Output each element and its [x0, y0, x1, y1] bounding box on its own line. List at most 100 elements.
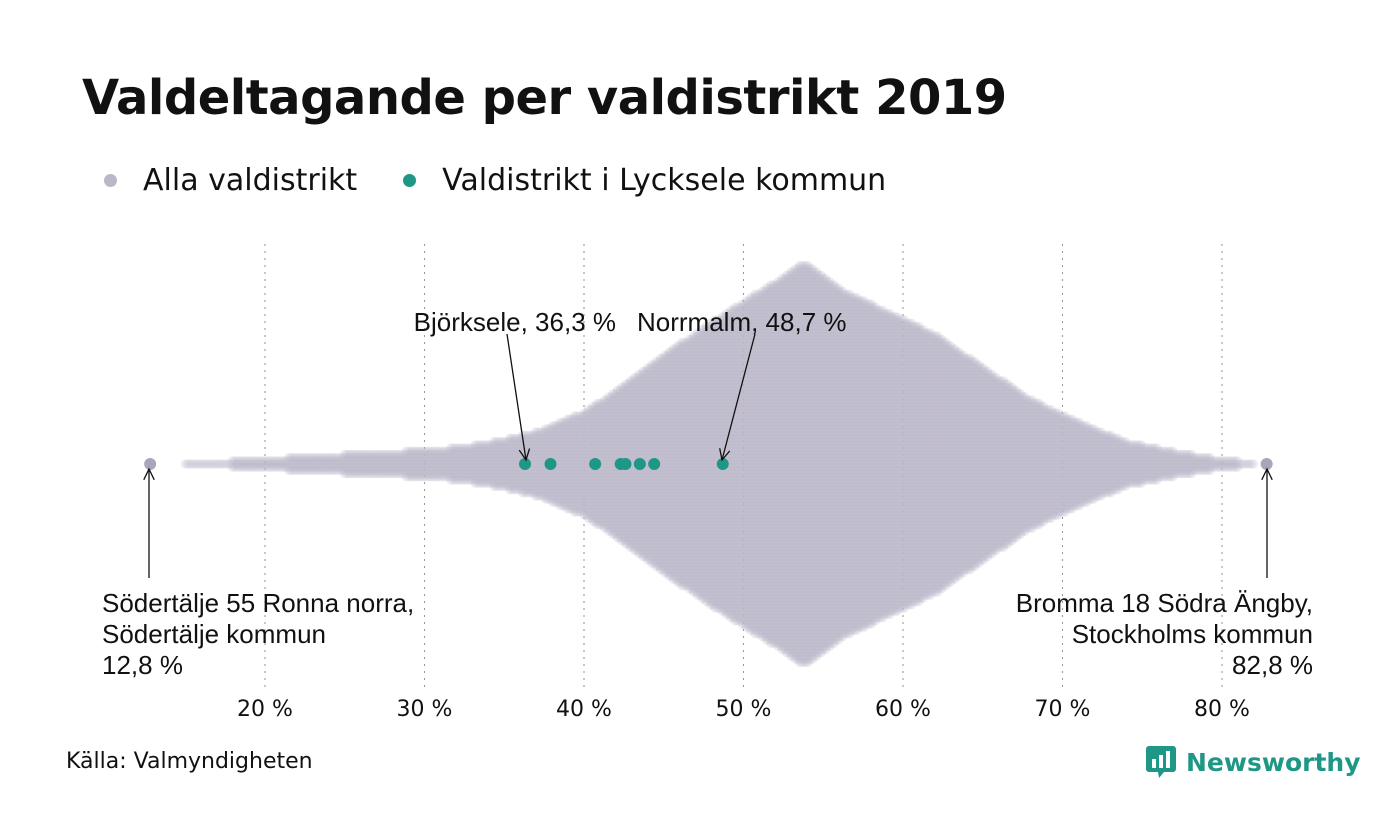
- district-dot: [278, 459, 288, 469]
- district-dot: [301, 453, 311, 463]
- district-dot: [239, 462, 249, 472]
- district-dot: [294, 456, 304, 466]
- district-dot: [235, 459, 245, 469]
- legend-label-lycksele: Valdistrikt i Lycksele kommun: [442, 162, 887, 198]
- district-dot: [230, 462, 241, 472]
- district-dot: [279, 456, 289, 466]
- district-dot: [255, 459, 265, 469]
- district-dot: [286, 459, 297, 469]
- district-dot: [233, 462, 243, 472]
- district-dot: [249, 459, 259, 469]
- district-dot: [197, 459, 208, 469]
- district-dot: [258, 459, 268, 469]
- district-dot: [301, 459, 311, 469]
- district-dot: [248, 462, 258, 472]
- district-dot: [180, 459, 190, 469]
- district-dot: [295, 453, 305, 463]
- district-dot: [263, 459, 274, 469]
- district-dot: [242, 456, 252, 466]
- district-dot: [284, 453, 294, 463]
- district-dot: [195, 459, 205, 469]
- district-dot: [229, 459, 239, 469]
- district-dot: [228, 456, 238, 466]
- district-dot: [295, 465, 305, 475]
- district-dot: [291, 456, 301, 466]
- district-dot: [282, 456, 292, 466]
- legend-dot-all: [104, 173, 117, 187]
- district-dot: [298, 453, 308, 463]
- district-dot: [243, 459, 253, 469]
- district-dot: [268, 456, 278, 466]
- district-dot: [212, 459, 222, 469]
- district-dot: [282, 462, 292, 472]
- legend-item-lycksele: Valdistrikt i Lycksele kommun: [403, 163, 886, 198]
- district-dot: [286, 453, 297, 463]
- district-dot: [276, 456, 286, 466]
- district-dot: [245, 462, 255, 472]
- district-dot: [286, 465, 297, 475]
- district-dot: [275, 459, 285, 469]
- district-dot: [240, 459, 251, 469]
- district-dot: [292, 459, 302, 469]
- district-dot: [299, 456, 309, 466]
- district-dot: [289, 459, 299, 469]
- district-dot: [298, 459, 308, 469]
- district-dot: [259, 462, 269, 472]
- district-dot: [251, 456, 261, 466]
- legend-label-all: Alla valdistrikt: [143, 162, 358, 198]
- district-dot: [285, 456, 295, 466]
- district-dot: [285, 462, 295, 472]
- district-dot: [183, 459, 193, 469]
- district-dot: [189, 459, 199, 469]
- district-dot: [288, 462, 298, 472]
- district-dot: [271, 462, 281, 472]
- district-dot: [200, 459, 210, 469]
- district-dot: [238, 459, 248, 469]
- legend: Alla valdistrikt Valdistrikt i Lycksele …: [104, 162, 932, 198]
- district-dot: [291, 462, 301, 472]
- district-dot: [220, 459, 230, 469]
- district-dot: [206, 459, 216, 469]
- district-dot: [245, 456, 255, 466]
- district-dot: [279, 462, 289, 472]
- district-dot: [228, 462, 238, 472]
- district-dot: [253, 456, 264, 466]
- district-dot: [294, 462, 304, 472]
- district-dot: [203, 459, 213, 469]
- district-dot: [261, 459, 271, 469]
- district-dot: [284, 465, 294, 475]
- district-dot: [186, 459, 196, 469]
- legend-item-all: Alla valdistrikt: [104, 163, 357, 198]
- district-dot: [232, 459, 242, 469]
- district-dot: [230, 456, 241, 466]
- district-dot: [288, 456, 298, 466]
- district-dot: [274, 456, 284, 466]
- district-dot: [223, 459, 233, 469]
- district-dot: [256, 462, 266, 472]
- district-dot: [296, 456, 307, 466]
- district-dot: [296, 462, 307, 472]
- swarm-all-districts: [144, 261, 1273, 668]
- district-dot: [256, 456, 266, 466]
- district-dot: [218, 459, 228, 469]
- district-dot: [266, 459, 276, 469]
- district-dot: [298, 465, 308, 475]
- district-dot: [251, 462, 261, 472]
- district-dot: [233, 456, 243, 466]
- district-dot: [289, 453, 299, 463]
- district-dot: [246, 459, 256, 469]
- district-dot: [192, 459, 202, 469]
- district-dot: [242, 462, 252, 472]
- district-dot: [274, 462, 284, 472]
- district-dot: [262, 462, 272, 472]
- chart-title: Valdeltagande per valdistrikt 2019: [82, 70, 1007, 126]
- district-dot: [253, 462, 264, 472]
- district-dot: [289, 465, 299, 475]
- district-dot: [252, 459, 262, 469]
- district-dot: [292, 465, 302, 475]
- district-dot: [268, 462, 278, 472]
- district-dot: [248, 456, 258, 466]
- district-dot: [259, 456, 269, 466]
- district-dot: [292, 453, 302, 463]
